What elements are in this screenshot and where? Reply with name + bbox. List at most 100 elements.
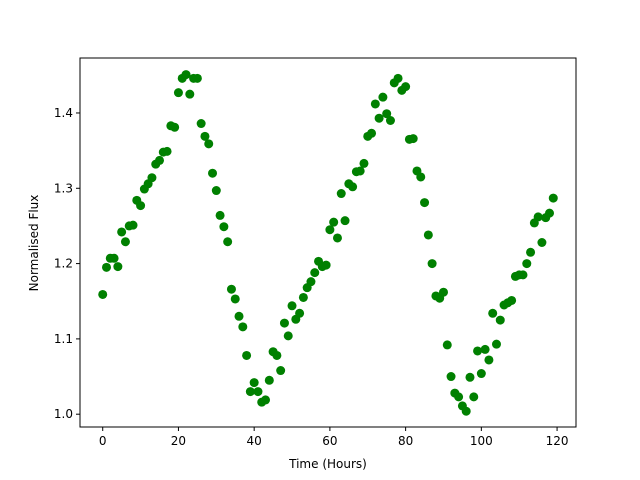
x-tick-label: 60 bbox=[322, 434, 337, 448]
data-point bbox=[272, 350, 282, 360]
data-point bbox=[355, 166, 365, 176]
data-point bbox=[423, 230, 433, 240]
data-point bbox=[465, 372, 475, 382]
data-point bbox=[545, 208, 554, 218]
y-tick-label: 1.1 bbox=[54, 332, 73, 346]
data-point bbox=[348, 182, 358, 192]
y-tick-label: 1.0 bbox=[54, 407, 73, 421]
data-point bbox=[480, 344, 490, 354]
data-point bbox=[245, 387, 255, 397]
data-point bbox=[215, 210, 225, 220]
data-point bbox=[200, 131, 210, 141]
data-point bbox=[223, 237, 233, 247]
data-point bbox=[393, 73, 403, 83]
data-point bbox=[242, 350, 252, 360]
data-point bbox=[488, 308, 498, 318]
data-point bbox=[147, 173, 157, 183]
data-point bbox=[378, 92, 388, 102]
data-point bbox=[359, 158, 369, 168]
data-point bbox=[461, 406, 471, 416]
x-tick-label: 0 bbox=[99, 434, 107, 448]
data-point bbox=[249, 378, 259, 388]
data-point bbox=[185, 89, 195, 99]
data-point bbox=[102, 262, 111, 272]
data-point bbox=[253, 387, 263, 397]
data-point bbox=[507, 295, 517, 305]
data-point bbox=[276, 366, 286, 376]
y-tick-label: 1.4 bbox=[54, 106, 73, 120]
data-point bbox=[476, 369, 486, 379]
y-axis-ticks: 1.0 1.1 1.2 1.3 1.4 bbox=[54, 106, 80, 421]
x-tick-label: 120 bbox=[546, 434, 569, 448]
data-point bbox=[340, 216, 350, 226]
data-point bbox=[370, 99, 380, 109]
data-point bbox=[238, 322, 248, 332]
x-tick-label: 40 bbox=[247, 434, 262, 448]
data-point bbox=[454, 392, 464, 402]
data-point bbox=[283, 331, 293, 341]
data-point bbox=[234, 311, 244, 321]
data-point bbox=[128, 220, 138, 230]
data-point bbox=[495, 315, 505, 325]
data-point bbox=[155, 155, 165, 165]
data-point bbox=[211, 186, 221, 196]
data-point bbox=[230, 294, 240, 304]
data-point bbox=[473, 346, 483, 356]
data-point bbox=[442, 340, 452, 350]
data-point bbox=[522, 259, 532, 269]
data-point bbox=[109, 253, 119, 263]
data-point bbox=[120, 237, 130, 247]
data-point bbox=[533, 212, 543, 222]
data-point bbox=[162, 146, 172, 156]
data-point bbox=[261, 395, 271, 405]
data-point bbox=[416, 172, 426, 182]
data-point bbox=[408, 134, 418, 144]
x-tick-label: 20 bbox=[171, 434, 186, 448]
data-point bbox=[420, 198, 430, 208]
data-point bbox=[537, 238, 547, 247]
data-point bbox=[170, 122, 180, 132]
data-point bbox=[310, 268, 320, 278]
x-tick-label: 80 bbox=[398, 434, 413, 448]
data-point bbox=[287, 301, 297, 311]
y-tick-label: 1.2 bbox=[54, 257, 73, 271]
plot-area bbox=[79, 57, 577, 428]
data-point bbox=[295, 308, 305, 318]
data-point bbox=[548, 193, 558, 203]
x-axis-label: Time (Hours) bbox=[288, 457, 367, 471]
data-point bbox=[321, 260, 331, 270]
y-tick-label: 1.3 bbox=[54, 181, 73, 195]
data-point bbox=[469, 392, 479, 402]
y-axis-label: Normalised Flux bbox=[27, 195, 41, 292]
data-point bbox=[298, 292, 308, 302]
data-point bbox=[367, 128, 377, 138]
data-point bbox=[526, 247, 536, 257]
data-point bbox=[427, 259, 437, 269]
data-point bbox=[219, 222, 229, 232]
data-point bbox=[181, 70, 191, 80]
data-point bbox=[401, 82, 411, 92]
data-point bbox=[484, 355, 494, 365]
data-point bbox=[332, 233, 342, 243]
data-point bbox=[325, 225, 335, 235]
data-point bbox=[136, 201, 146, 211]
data-point bbox=[385, 116, 395, 125]
x-tick-label: 100 bbox=[470, 434, 493, 448]
data-point bbox=[208, 168, 218, 178]
data-point bbox=[173, 88, 183, 98]
data-point bbox=[438, 287, 448, 297]
data-point bbox=[196, 119, 206, 129]
data-point bbox=[336, 189, 346, 199]
data-point bbox=[446, 372, 456, 382]
data-points bbox=[98, 70, 558, 416]
data-point bbox=[518, 270, 528, 280]
data-point bbox=[192, 73, 202, 83]
data-point bbox=[279, 318, 289, 328]
data-point bbox=[491, 339, 501, 349]
data-point bbox=[98, 289, 108, 299]
data-point bbox=[382, 109, 392, 119]
data-point bbox=[264, 375, 274, 385]
x-axis-ticks: 0 20 40 60 80 100 120 bbox=[99, 427, 569, 448]
data-point bbox=[204, 139, 214, 149]
